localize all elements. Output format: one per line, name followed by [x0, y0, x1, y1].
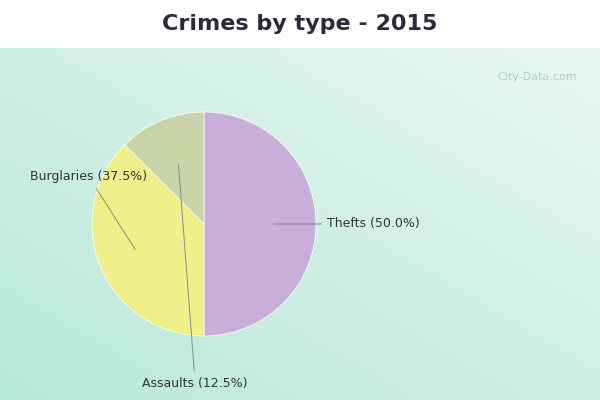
Wedge shape	[204, 112, 316, 336]
Text: Thefts (50.0%): Thefts (50.0%)	[274, 218, 420, 230]
Wedge shape	[92, 145, 204, 336]
Text: City-Data.com: City-Data.com	[498, 72, 577, 82]
Text: Assaults (12.5%): Assaults (12.5%)	[142, 165, 248, 390]
Wedge shape	[125, 112, 204, 224]
Text: Crimes by type - 2015: Crimes by type - 2015	[163, 14, 437, 34]
Text: Burglaries (37.5%): Burglaries (37.5%)	[31, 170, 148, 250]
